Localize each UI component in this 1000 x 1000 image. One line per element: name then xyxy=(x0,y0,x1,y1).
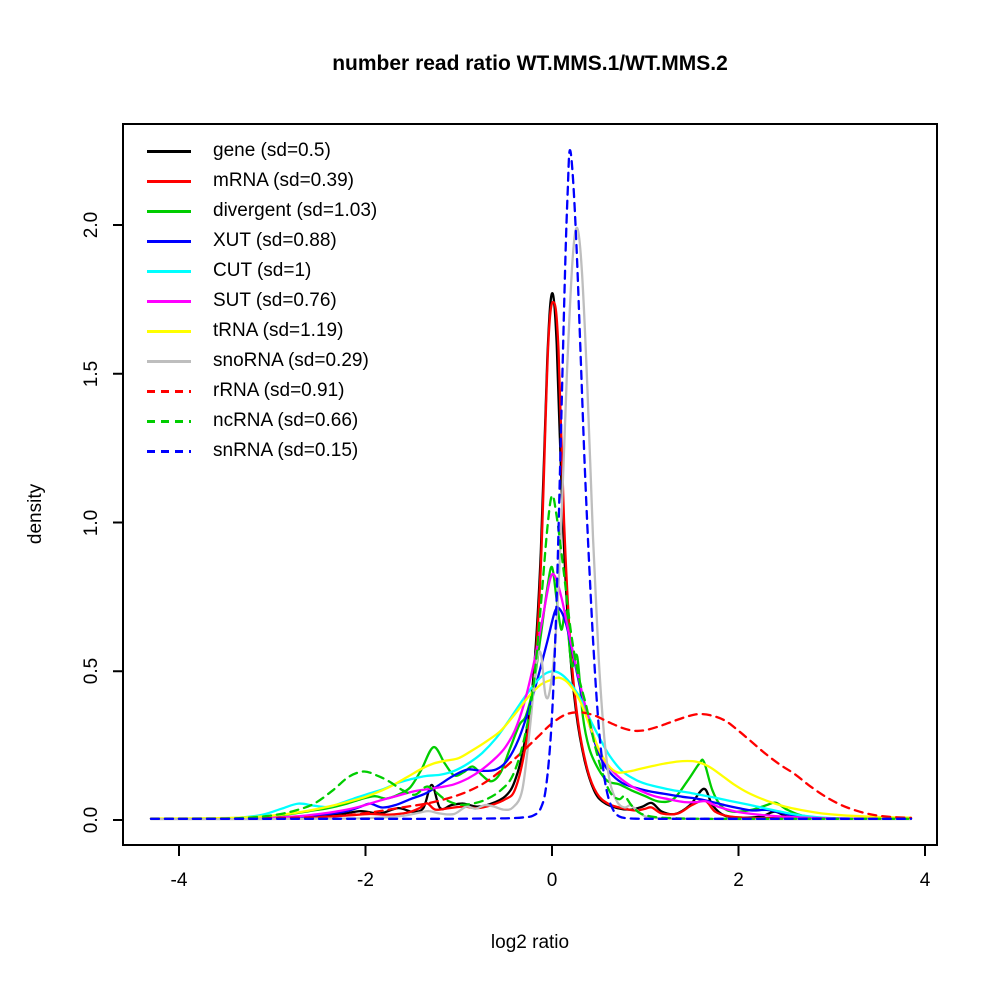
legend-swatch-line xyxy=(147,419,191,423)
legend-row: rRNA (sd=0.91) xyxy=(147,376,377,406)
legend: gene (sd=0.5) mRNA (sd=0.39) divergent (sd… xyxy=(147,136,377,466)
plot-box xyxy=(122,123,938,846)
legend-swatch-line xyxy=(147,269,191,273)
legend-swatch-line xyxy=(147,359,191,363)
legend-label: gene (sd=0.5) xyxy=(213,140,331,161)
legend-label: XUT (sd=0.88) xyxy=(213,230,337,251)
x-tick-label: -4 xyxy=(170,870,188,891)
density-curve-tRNA xyxy=(149,676,913,820)
legend-label: mRNA (sd=0.39) xyxy=(213,170,354,191)
legend-swatch-line xyxy=(147,389,191,393)
legend-row: mRNA (sd=0.39) xyxy=(147,166,377,196)
legend-row: CUT (sd=1) xyxy=(147,256,377,286)
legend-label: rRNA (sd=0.91) xyxy=(213,380,345,401)
y-axis-label: density xyxy=(25,483,46,545)
legend-label: tRNA (sd=1.19) xyxy=(213,320,344,341)
x-tick-label: 0 xyxy=(546,870,558,891)
legend-swatch-line xyxy=(147,239,191,243)
chart-title: number read ratio WT.MMS.1/WT.MMS.2 xyxy=(332,52,728,75)
x-tick-label: -2 xyxy=(357,870,374,891)
x-tick-label: 2 xyxy=(733,870,744,891)
legend-swatch-line xyxy=(147,149,191,153)
density-curve-ncRNA xyxy=(149,494,913,820)
legend-row: SUT (sd=0.76) xyxy=(147,286,377,316)
y-tick-label: 1.0 xyxy=(81,509,102,536)
density-curve-rRNA xyxy=(149,711,913,820)
legend-swatch-line xyxy=(147,179,191,183)
x-tick-label: 4 xyxy=(919,870,931,891)
legend-swatch-line xyxy=(147,299,191,303)
legend-label: ncRNA (sd=0.66) xyxy=(213,410,359,431)
density-curve-snRNA xyxy=(149,149,913,820)
legend-label: snRNA (sd=0.15) xyxy=(213,440,359,461)
y-tick-label: 1.5 xyxy=(81,360,102,387)
legend-row: tRNA (sd=1.19) xyxy=(147,316,377,346)
y-tick-label: 2.0 xyxy=(81,211,102,239)
density-curve-SUT xyxy=(149,572,913,821)
legend-label: CUT (sd=1) xyxy=(213,260,312,281)
legend-label: snoRNA (sd=0.29) xyxy=(213,350,369,371)
legend-row: gene (sd=0.5) xyxy=(147,136,377,166)
legend-swatch-line xyxy=(147,449,191,453)
density-curve-snoRNA xyxy=(149,226,913,821)
legend-row: ncRNA (sd=0.66) xyxy=(147,406,377,436)
density-curve-XUT xyxy=(149,606,913,820)
legend-row: snRNA (sd=0.15) xyxy=(147,436,377,466)
x-axis-label: log2 ratio xyxy=(490,932,570,953)
y-tick-label: 0.5 xyxy=(81,658,102,685)
legend-row: snoRNA (sd=0.29) xyxy=(147,346,377,376)
legend-swatch-line xyxy=(147,329,191,333)
legend-row: divergent (sd=1.03) xyxy=(147,196,377,226)
legend-row: XUT (sd=0.88) xyxy=(147,226,377,256)
legend-swatch-line xyxy=(147,209,191,213)
y-tick-label: 0.0 xyxy=(81,806,102,834)
legend-label: SUT (sd=0.76) xyxy=(213,290,337,311)
legend-label: divergent (sd=1.03) xyxy=(213,200,378,221)
